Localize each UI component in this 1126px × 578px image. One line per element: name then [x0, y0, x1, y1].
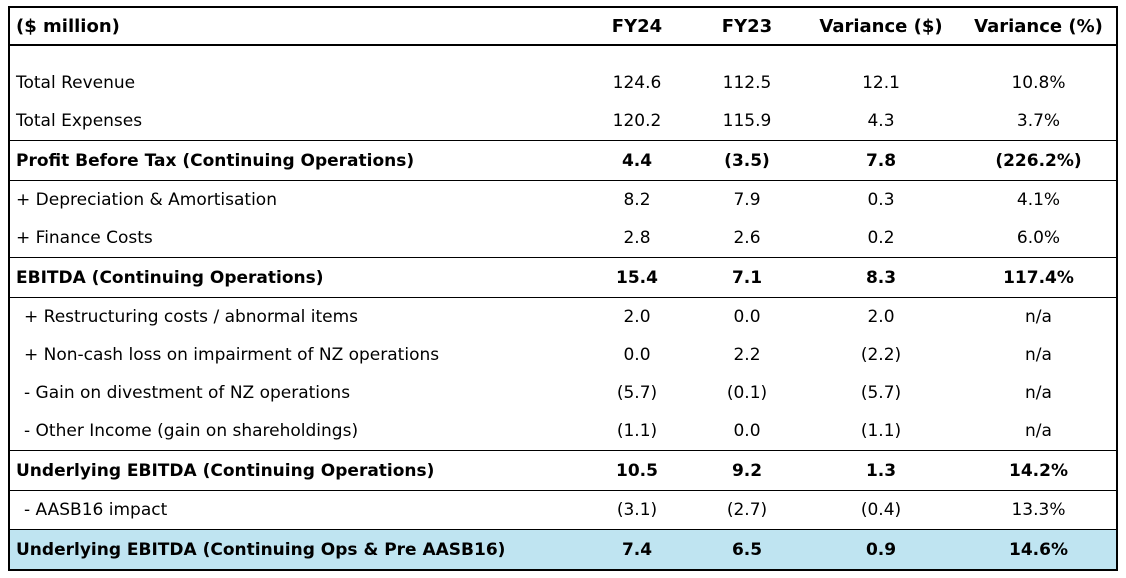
cell: 6.5: [693, 529, 801, 571]
table-row: Total Expenses 120.2 115.9 4.3 3.7%: [9, 102, 1117, 141]
row-label: + Depreciation & Amortisation: [16, 190, 277, 210]
cell: 2.0: [867, 307, 895, 327]
row-label: + Finance Costs: [16, 228, 153, 248]
cell: (1.1): [860, 421, 902, 441]
row-label: Total Revenue: [16, 73, 136, 93]
cell: 9.2: [693, 450, 801, 491]
cell: (0.4): [860, 500, 902, 520]
cell: 2.0: [623, 307, 651, 327]
table-row: + Depreciation & Amortisation 8.2 7.9 0.3 4.…: [9, 181, 1117, 220]
cell: (1.1): [616, 421, 658, 441]
table-row: Profit Before Tax (Continuing Operations…: [9, 140, 1117, 181]
cell: 4.1%: [1016, 190, 1061, 210]
cell: 14.2%: [961, 450, 1117, 491]
table-row: - Other Income (gain on shareholdings) (1…: [9, 412, 1117, 451]
cell: 8.3: [801, 257, 961, 298]
cell: 12.1: [862, 73, 900, 93]
cell: 124.6: [612, 73, 662, 93]
table-row: ($ million) FY24 FY23 Variance ($) Variance …: [9, 7, 1117, 46]
cell: 13.3%: [1011, 500, 1066, 520]
row-label: + Restructuring costs / abnormal items: [24, 307, 359, 327]
financial-table: ($ million) FY24 FY23 Variance ($) Variance …: [8, 6, 1118, 571]
cell: 2.6: [733, 228, 761, 248]
cell: 3.7%: [1016, 111, 1061, 131]
cell: n/a: [1025, 307, 1052, 327]
table-row: Underlying EBITDA (Continuing Ops & Pre …: [9, 529, 1117, 571]
cell: 15.4: [581, 257, 693, 298]
table-row: + Finance Costs 2.8 2.6 0.2 6.0%: [9, 219, 1117, 258]
cell: 1.3: [801, 450, 961, 491]
row-label: - Other Income (gain on shareholdings): [24, 421, 359, 441]
cell: 2.2: [733, 345, 761, 365]
cell: 120.2: [612, 111, 662, 131]
cell: 117.4%: [961, 257, 1117, 298]
cell: Variance ($): [801, 7, 961, 46]
spacer: [9, 45, 1117, 64]
table-row: - AASB16 impact (3.1) (2.7) (0.4) 13.3%: [9, 491, 1117, 530]
cell: 14.6%: [961, 529, 1117, 571]
cell: 0.9: [801, 529, 961, 571]
cell: (226.2%): [961, 140, 1117, 181]
cell: 0.2: [867, 228, 895, 248]
cell: 115.9: [722, 111, 772, 131]
table-row: Total Revenue 124.6 112.5 12.1 10.8%: [9, 64, 1117, 102]
cell: Variance (%): [961, 7, 1117, 46]
cell: 8.2: [623, 190, 651, 210]
cell: (5.7): [860, 383, 902, 403]
table-row: - Gain on divestment of NZ operations (5.…: [9, 374, 1117, 412]
row-label: - Gain on divestment of NZ operations: [24, 383, 351, 403]
cell: (3.5): [693, 140, 801, 181]
cell: 4.4: [581, 140, 693, 181]
cell: (2.7): [726, 500, 768, 520]
row-label: EBITDA (Continuing Operations): [9, 257, 581, 298]
cell: 112.5: [722, 73, 772, 93]
row-label: + Non-cash loss on impairment of NZ oper…: [24, 345, 440, 365]
table-row: Underlying EBITDA (Continuing Operations…: [9, 450, 1117, 491]
table-row: + Non-cash loss on impairment of NZ oper…: [9, 336, 1117, 374]
cell: (5.7): [616, 383, 658, 403]
cell: (0.1): [726, 383, 768, 403]
cell: 2.8: [623, 228, 651, 248]
cell: FY23: [693, 7, 801, 46]
cell: (2.2): [860, 345, 902, 365]
cell: 7.8: [801, 140, 961, 181]
row-label: Profit Before Tax (Continuing Operations…: [9, 140, 581, 181]
cell: (3.1): [616, 500, 658, 520]
cell: 4.3: [867, 111, 895, 131]
cell: n/a: [1025, 345, 1052, 365]
row-label: Underlying EBITDA (Continuing Operations…: [9, 450, 581, 491]
cell: 6.0%: [1016, 228, 1061, 248]
cell: n/a: [1025, 383, 1052, 403]
cell: 7.1: [693, 257, 801, 298]
cell: 7.4: [581, 529, 693, 571]
table-row: EBITDA (Continuing Operations) 15.4 7.1 8.3…: [9, 257, 1117, 298]
cell: 0.0: [623, 345, 651, 365]
cell: 0.0: [733, 307, 761, 327]
cell: FY24: [581, 7, 693, 46]
row-label: ($ million): [9, 7, 581, 46]
cell: n/a: [1025, 421, 1052, 441]
row-label: Underlying EBITDA (Continuing Ops & Pre …: [9, 529, 581, 571]
cell: 10.8%: [1011, 73, 1066, 93]
cell: 0.0: [733, 421, 761, 441]
cell: 7.9: [733, 190, 761, 210]
cell: 10.5: [581, 450, 693, 491]
row-label: Total Expenses: [16, 111, 143, 131]
row-label: - AASB16 impact: [24, 500, 168, 520]
table-body: ($ million) FY24 FY23 Variance ($) Variance …: [9, 7, 1117, 571]
table-row: + Restructuring costs / abnormal items 2.…: [9, 298, 1117, 337]
cell: 0.3: [867, 190, 895, 210]
